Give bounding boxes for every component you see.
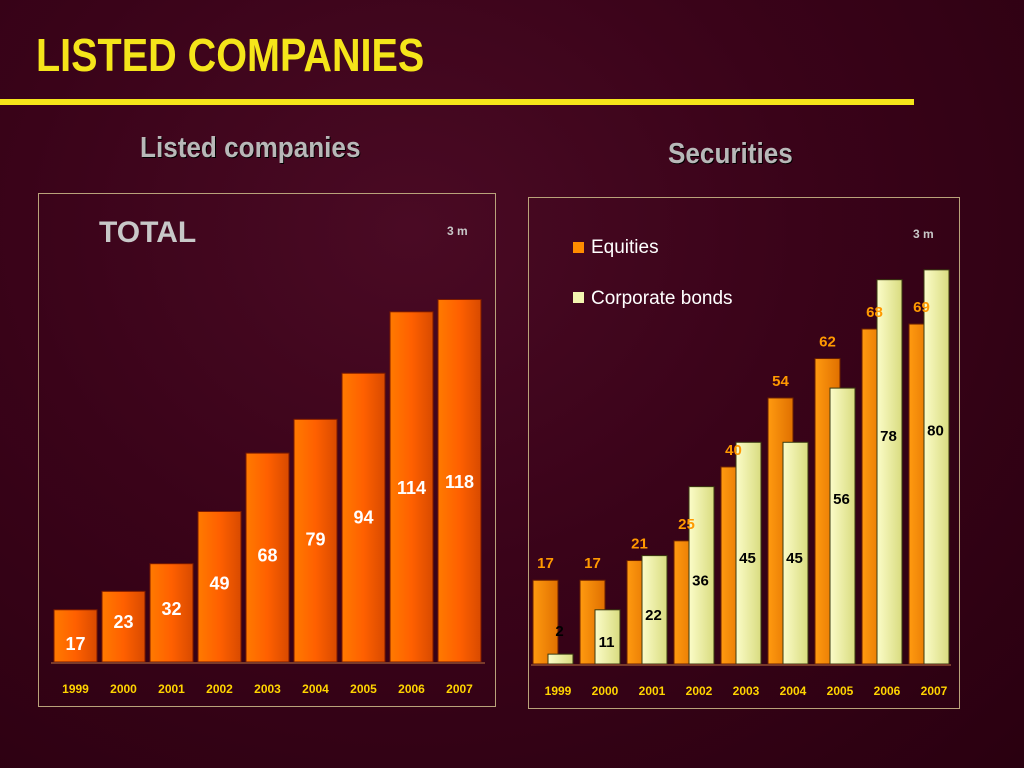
bar-bonds-1999 [547, 653, 574, 665]
bar-bonds-2001 [641, 555, 668, 665]
left-chart-heading: Listed companies [140, 132, 361, 164]
value-label-equities-2001: 21 [631, 536, 648, 553]
value-label-bonds-2006: 78 [880, 428, 897, 445]
bar-bonds-2002 [688, 486, 715, 665]
tick-label-listed-2003: 2003 [254, 682, 281, 696]
tick-label-listed-2005: 2005 [350, 682, 377, 696]
value-label-listed-2004: 79 [305, 530, 325, 550]
value-label-bonds-2007: 80 [927, 422, 944, 439]
legend-label-equities: Equities [591, 237, 659, 258]
bar-equities-1999 [532, 579, 559, 665]
tick-label-securities-2003: 2003 [733, 684, 760, 698]
value-label-listed-2000: 23 [113, 612, 133, 632]
left-period-note: 3 m [447, 224, 468, 238]
value-label-listed-1999: 17 [65, 634, 85, 654]
value-label-listed-2006: 114 [397, 478, 426, 498]
value-label-listed-2005: 94 [353, 507, 373, 527]
tick-label-securities-2004: 2004 [780, 684, 807, 698]
listed-companies-svg: TOTAL 3 m 17 1999 23 2000 32 2001 49 2002 68 2003… [51, 216, 485, 696]
value-label-equities-2007: 69 [913, 299, 930, 316]
bar-listed-2004 [293, 418, 338, 663]
value-label-equities-2004: 54 [772, 373, 789, 390]
value-label-listed-2003: 68 [257, 546, 277, 566]
tick-label-listed-2007: 2007 [446, 682, 473, 696]
total-label: TOTAL [99, 216, 196, 249]
bar-listed-2006 [389, 311, 434, 663]
right-period-note: 3 m [913, 227, 934, 241]
value-label-equities-2000: 17 [584, 555, 601, 572]
tick-label-listed-2004: 2004 [302, 682, 329, 696]
tick-label-listed-2001: 2001 [158, 682, 185, 696]
bar-listed-2000 [101, 590, 146, 663]
value-label-bonds-2005: 56 [833, 491, 850, 508]
value-label-bonds-2004: 45 [786, 550, 803, 567]
tick-label-listed-2006: 2006 [398, 682, 425, 696]
listed-companies-chart: TOTAL 3 m 17 1999 23 2000 32 2001 49 2002 68 2003… [38, 193, 496, 707]
bar-bonds-2004 [782, 441, 809, 665]
title-rule [0, 99, 914, 105]
legend-swatch-bonds [573, 292, 584, 303]
tick-label-securities-1999: 1999 [545, 684, 572, 698]
tick-label-securities-2001: 2001 [639, 684, 666, 698]
value-label-listed-2002: 49 [209, 574, 229, 594]
value-label-equities-2005: 62 [819, 334, 836, 351]
value-label-equities-2006: 68 [866, 304, 883, 321]
value-label-listed-2007: 118 [445, 472, 474, 492]
securities-svg: 3 m Equities Corporate bonds 17 2 1999 17 11… [531, 227, 951, 698]
tick-label-securities-2005: 2005 [827, 684, 854, 698]
tick-label-securities-2002: 2002 [686, 684, 713, 698]
right-chart-heading: Securities [668, 138, 793, 170]
bar-bonds-2007 [923, 269, 950, 665]
tick-label-listed-2000: 2000 [110, 682, 137, 696]
legend-swatch-equities [573, 242, 584, 253]
bar-listed-1999 [53, 609, 98, 663]
tick-label-listed-1999: 1999 [62, 682, 89, 696]
legend-label-bonds: Corporate bonds [591, 288, 733, 309]
value-label-listed-2001: 32 [161, 599, 181, 619]
tick-label-listed-2002: 2002 [206, 682, 233, 696]
value-label-equities-1999: 17 [537, 555, 554, 572]
value-label-equities-2003: 40 [725, 442, 742, 459]
value-label-bonds-2001: 22 [645, 607, 662, 624]
value-label-bonds-2003: 45 [739, 550, 756, 567]
page-title: LISTED COMPANIES [36, 29, 425, 81]
tick-label-securities-2007: 2007 [921, 684, 948, 698]
bar-bonds-2006 [876, 279, 903, 665]
bar-listed-2001 [149, 563, 194, 663]
tick-label-securities-2006: 2006 [874, 684, 901, 698]
value-label-bonds-1999: 2 [555, 623, 563, 640]
securities-chart: 3 m Equities Corporate bonds 17 2 1999 17 11… [528, 197, 960, 709]
legend: Equities Corporate bonds [573, 237, 733, 309]
value-label-bonds-2002: 36 [692, 572, 709, 589]
value-label-bonds-2000: 11 [599, 634, 615, 651]
bar-bonds-2005 [829, 387, 856, 665]
bar-listed-2002 [197, 510, 242, 663]
value-label-equities-2002: 25 [678, 516, 695, 533]
bar-bonds-2000 [594, 609, 621, 665]
tick-label-securities-2000: 2000 [592, 684, 619, 698]
